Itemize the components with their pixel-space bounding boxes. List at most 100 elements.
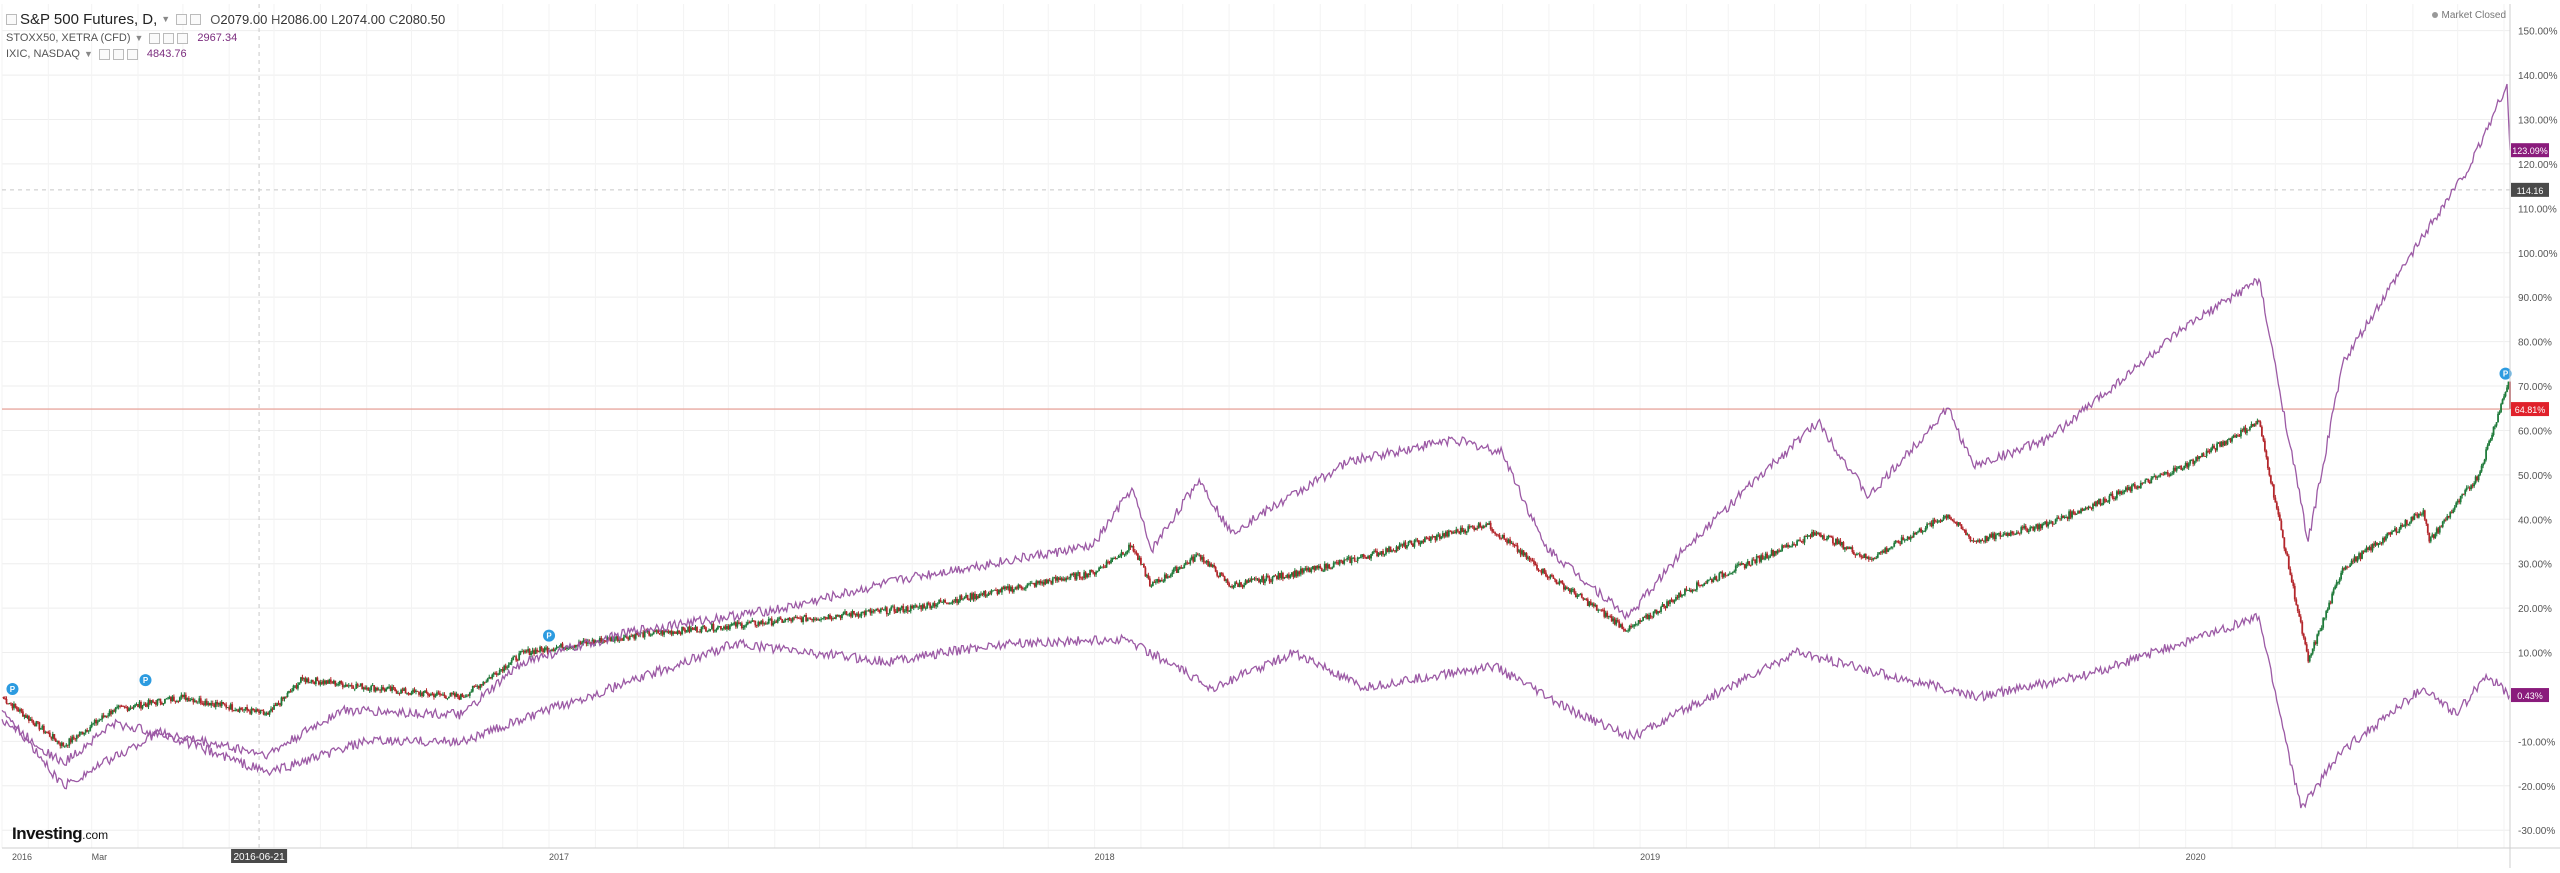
- event-marker-label[interactable]: P: [10, 685, 16, 694]
- candle-body: [775, 621, 778, 623]
- event-marker-label[interactable]: P: [143, 676, 149, 685]
- candle-body: [1362, 554, 1365, 557]
- candle-body: [2205, 450, 2208, 457]
- legend-ixic-row[interactable]: IXIC, NASDAQ ▼ 4843.76: [6, 46, 445, 62]
- candle-body: [1966, 534, 1969, 536]
- candle-body: [2083, 508, 2085, 511]
- candle-body: [1162, 580, 1165, 582]
- candle-body: [2123, 490, 2126, 493]
- close-icon[interactable]: [126, 48, 138, 60]
- candle-body: [2379, 542, 2381, 544]
- candle-body: [2395, 528, 2398, 533]
- candle-body: [83, 732, 86, 735]
- candle-body: [734, 622, 737, 627]
- candle-body: [981, 593, 984, 595]
- candle-body: [2380, 542, 2383, 544]
- x-tick-label: 2018: [1095, 852, 1115, 862]
- candle-body: [1684, 588, 1686, 595]
- candle-body: [1679, 592, 1682, 597]
- chevron-down-icon[interactable]: ▼: [134, 33, 144, 43]
- candle-body: [794, 617, 797, 618]
- event-marker-label[interactable]: P: [2503, 370, 2509, 379]
- candle-body: [1030, 582, 1033, 584]
- candle-body: [2440, 526, 2443, 528]
- candle-body: [2187, 463, 2190, 468]
- legend-collapse-icon[interactable]: [6, 13, 17, 25]
- visibility-icon[interactable]: [98, 48, 110, 60]
- candle-body: [799, 617, 802, 619]
- candle-body: [468, 692, 471, 696]
- candle-body: [2506, 387, 2508, 392]
- brand-logo-small: .com: [82, 828, 109, 842]
- candle-body: [62, 742, 65, 746]
- candle-body: [927, 602, 930, 604]
- legend-main-symbol[interactable]: S&P 500 Futures, D,: [20, 10, 158, 28]
- candle-body: [2437, 528, 2440, 533]
- candle-body: [688, 626, 691, 632]
- candle-body: [873, 609, 876, 612]
- candle-body: [1249, 580, 1251, 582]
- event-marker-icon[interactable]: [139, 674, 152, 687]
- chevron-down-icon[interactable]: ▼: [161, 14, 171, 24]
- candle-body: [914, 605, 917, 607]
- y-tick-label: 120.00%: [2518, 160, 2558, 171]
- candle-body: [355, 684, 358, 689]
- candle-body: [1024, 587, 1027, 589]
- candle-body: [1198, 554, 1201, 556]
- settings-icon[interactable]: [163, 32, 175, 44]
- candle-body: [844, 611, 846, 613]
- candle-body: [235, 709, 238, 711]
- candle-body: [1519, 550, 1522, 555]
- chevron-down-icon[interactable]: ▼: [83, 49, 93, 59]
- candle-body: [2196, 457, 2199, 460]
- candle-body: [403, 688, 405, 691]
- candle-body: [1588, 601, 1591, 606]
- candle-body: [2154, 476, 2157, 478]
- candle-body: [633, 635, 636, 639]
- candle-body: [2026, 528, 2029, 533]
- legend-ixic-symbol[interactable]: IXIC, NASDAQ: [6, 48, 80, 60]
- close-icon[interactable]: [177, 32, 189, 44]
- legend-stoxx-symbol[interactable]: STOXX50, XETRA (CFD): [6, 32, 131, 44]
- candle-body: [29, 719, 32, 721]
- candle-body: [1453, 532, 1456, 534]
- candle-body: [930, 606, 933, 609]
- candle-body: [2290, 574, 2293, 582]
- visibility-icon[interactable]: [149, 32, 161, 44]
- candle-body: [1310, 569, 1313, 572]
- candle-body: [172, 696, 175, 702]
- candle-body: [1066, 577, 1069, 579]
- series-line: [1, 612, 2511, 809]
- candle-body: [879, 608, 882, 613]
- legend-main-row[interactable]: S&P 500 Futures, D, ▼ O2079.00 H2086.00 …: [6, 8, 445, 30]
- candle-body: [1033, 582, 1036, 587]
- candle-body: [1875, 557, 1878, 559]
- candle-body: [66, 744, 69, 746]
- visibility-icon[interactable]: [190, 13, 202, 25]
- candle-body: [2482, 463, 2484, 466]
- event-marker-label[interactable]: P: [546, 632, 552, 641]
- candle-body: [2027, 530, 2030, 533]
- candle-body: [2443, 519, 2446, 522]
- candle-body: [1062, 578, 1065, 581]
- event-marker-icon[interactable]: [2499, 367, 2512, 380]
- event-marker-icon[interactable]: [543, 629, 556, 642]
- candle-body: [1122, 552, 1124, 555]
- candle-body: [71, 736, 74, 743]
- candle-body: [896, 607, 899, 613]
- legend-stoxx-row[interactable]: STOXX50, XETRA (CFD) ▼ 2967.34: [6, 30, 445, 46]
- candle-body: [1914, 532, 1917, 535]
- candle-body: [2002, 534, 2005, 536]
- event-marker-icon[interactable]: [6, 682, 19, 695]
- candle-body: [1497, 534, 1500, 536]
- candle-body: [193, 700, 196, 703]
- last-value-label: 123.09%: [2512, 146, 2548, 156]
- settings-icon[interactable]: [112, 48, 124, 60]
- candle-body: [1223, 576, 1226, 581]
- settings-icon[interactable]: [176, 13, 188, 25]
- candle-body: [1562, 583, 1565, 590]
- candle-body: [1513, 544, 1516, 546]
- candle-body: [609, 637, 612, 642]
